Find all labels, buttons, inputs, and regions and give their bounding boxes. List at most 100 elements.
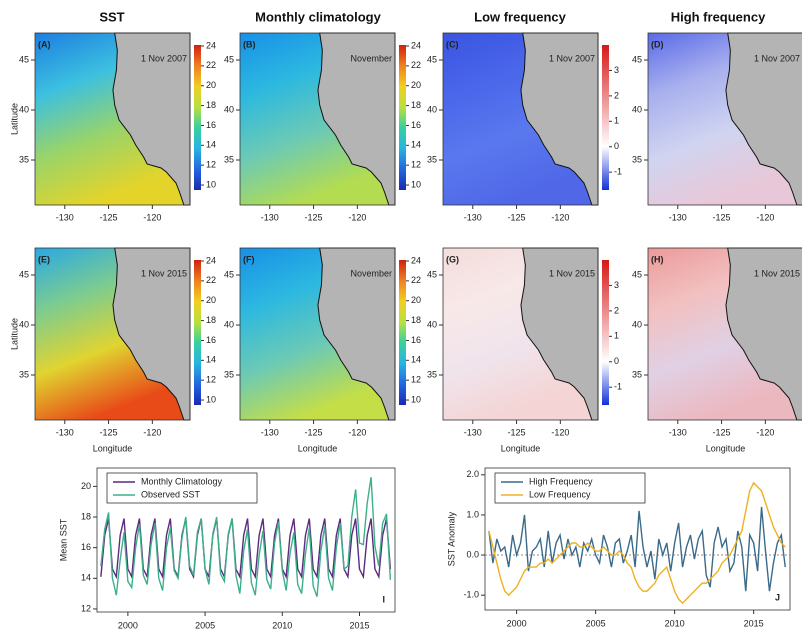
map-frame bbox=[442, 247, 599, 421]
series-line bbox=[488, 506, 786, 592]
colorbar-tick-label: 24 bbox=[411, 255, 421, 265]
colorbar-tick-label: -1 bbox=[614, 382, 622, 392]
colorbar-tick-label: 14 bbox=[411, 355, 421, 365]
y-axis-label: Latitude bbox=[9, 318, 19, 350]
y-tick-label: 0.0 bbox=[466, 549, 479, 559]
column-title: Monthly climatology bbox=[255, 9, 381, 24]
x-tick-label: -125 bbox=[713, 427, 731, 437]
x-axis-label: Longitude bbox=[706, 443, 746, 453]
map-date: November bbox=[350, 268, 392, 278]
x-tick-label: -130 bbox=[464, 427, 482, 437]
y-tick-label: -1.0 bbox=[463, 590, 479, 600]
map-frame bbox=[34, 247, 191, 421]
x-tick-label: -130 bbox=[56, 212, 74, 222]
column-title: High frequency bbox=[671, 9, 766, 24]
y-axis-label: Mean SST bbox=[58, 518, 68, 561]
map-frame bbox=[34, 32, 191, 206]
panel-label: (B) bbox=[243, 39, 256, 49]
colorbar-tick-label: 14 bbox=[206, 140, 216, 150]
x-tick-label: 2005 bbox=[195, 620, 215, 630]
map-frame bbox=[239, 32, 396, 206]
legend-label: Observed SST bbox=[141, 489, 201, 499]
panel-label: I bbox=[382, 594, 385, 604]
x-tick-label: -130 bbox=[669, 427, 687, 437]
colorbar-tick-label: 1 bbox=[614, 116, 619, 126]
y-tick-label: 45 bbox=[19, 54, 29, 64]
x-tick-label: 2005 bbox=[586, 618, 606, 628]
plot-frame bbox=[96, 467, 396, 613]
map-frame bbox=[239, 247, 396, 421]
y-tick-label: 35 bbox=[19, 154, 29, 164]
x-tick-label: 2015 bbox=[349, 620, 369, 630]
x-tick-label: -130 bbox=[261, 427, 279, 437]
colorbar-tick-label: 16 bbox=[411, 335, 421, 345]
panel-label: (H) bbox=[651, 254, 664, 264]
colorbar-tick-label: 10 bbox=[206, 394, 216, 404]
x-tick-label: -120 bbox=[551, 427, 569, 437]
colorbar-tick-label: 22 bbox=[206, 60, 216, 70]
x-tick-label: -120 bbox=[143, 212, 161, 222]
x-tick-label: 2000 bbox=[118, 620, 138, 630]
y-tick-label: 20 bbox=[81, 481, 91, 491]
colorbar-tick-label: 12 bbox=[206, 375, 216, 385]
colorbar-tick-label: 14 bbox=[206, 355, 216, 365]
panel-label: (F) bbox=[243, 254, 255, 264]
colorbar bbox=[399, 45, 406, 190]
colorbar-tick-label: 22 bbox=[411, 275, 421, 285]
x-tick-label: 2010 bbox=[665, 618, 685, 628]
colorbar-tick-label: 16 bbox=[206, 120, 216, 130]
x-tick-label: 2000 bbox=[507, 618, 527, 628]
panel-label: (D) bbox=[651, 39, 664, 49]
x-tick-label: -125 bbox=[508, 212, 526, 222]
x-axis-label: Longitude bbox=[93, 443, 133, 453]
colorbar-tick-label: 16 bbox=[411, 120, 421, 130]
y-tick-label: 1.0 bbox=[466, 509, 479, 519]
x-tick-label: -130 bbox=[261, 212, 279, 222]
colorbar-tick-label: 0 bbox=[614, 141, 619, 151]
colorbar-tick-label: 16 bbox=[206, 335, 216, 345]
colorbar bbox=[399, 260, 406, 405]
map-date: 1 Nov 2015 bbox=[754, 268, 800, 278]
y-tick-label: 35 bbox=[632, 154, 642, 164]
y-tick-label: 45 bbox=[224, 269, 234, 279]
colorbar-tick-label: 24 bbox=[206, 255, 216, 265]
y-tick-label: 35 bbox=[427, 369, 437, 379]
legend-label: Low Frequency bbox=[529, 489, 591, 499]
colorbar-tick-label: 20 bbox=[206, 80, 216, 90]
colorbar bbox=[194, 45, 201, 190]
colorbar-tick-label: 14 bbox=[411, 140, 421, 150]
colorbar-tick-label: 2 bbox=[614, 90, 619, 100]
x-tick-label: -125 bbox=[713, 212, 731, 222]
colorbar-tick-label: 18 bbox=[411, 315, 421, 325]
colorbar-tick-label: 24 bbox=[411, 40, 421, 50]
colorbar-tick-label: 1 bbox=[614, 331, 619, 341]
x-tick-label: -120 bbox=[756, 427, 774, 437]
x-axis-label: Longitude bbox=[501, 443, 541, 453]
y-tick-label: 40 bbox=[19, 319, 29, 329]
panel-label: (A) bbox=[38, 39, 51, 49]
y-tick-label: 2.0 bbox=[466, 469, 479, 479]
y-tick-label: 35 bbox=[632, 369, 642, 379]
y-tick-label: 40 bbox=[427, 319, 437, 329]
colorbar-tick-label: 22 bbox=[411, 60, 421, 70]
y-tick-label: 35 bbox=[427, 154, 437, 164]
y-tick-label: 40 bbox=[19, 104, 29, 114]
series-line bbox=[488, 481, 786, 605]
legend-box bbox=[494, 472, 646, 504]
map-date: 1 Nov 2015 bbox=[141, 268, 187, 278]
y-tick-label: 45 bbox=[427, 54, 437, 64]
legend-label: High Frequency bbox=[529, 476, 593, 486]
map-frame bbox=[647, 32, 802, 206]
y-tick-label: 45 bbox=[427, 269, 437, 279]
colorbar-tick-label: 12 bbox=[206, 160, 216, 170]
colorbar-tick-label: 18 bbox=[206, 100, 216, 110]
y-tick-label: 40 bbox=[224, 104, 234, 114]
y-tick-label: 35 bbox=[224, 154, 234, 164]
colorbar-tick-label: 12 bbox=[411, 160, 421, 170]
colorbar-tick-label: 0 bbox=[614, 356, 619, 366]
x-tick-label: -125 bbox=[508, 427, 526, 437]
x-tick-label: -120 bbox=[551, 212, 569, 222]
y-tick-label: 18 bbox=[81, 511, 91, 521]
colorbar-tick-label: 24 bbox=[206, 40, 216, 50]
